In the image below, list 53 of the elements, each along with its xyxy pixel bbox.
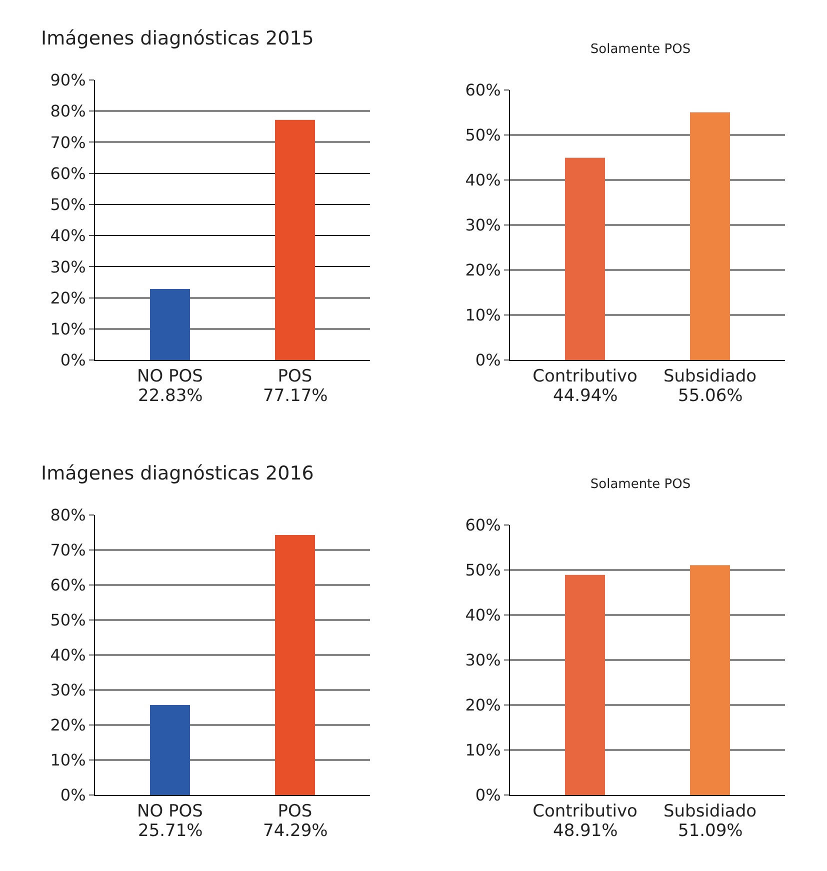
y-tick-label: 0% [475, 350, 501, 370]
y-tick-label: 30% [50, 680, 86, 700]
y-tick-label: 30% [50, 257, 86, 276]
x-tick-label: Subsidiado [663, 801, 757, 822]
chart-title: Solamente POS [590, 477, 691, 492]
y-tick-label: 10% [50, 319, 86, 338]
x-tick-label: POS [278, 366, 312, 386]
y-tick-label: 30% [465, 650, 501, 670]
y-tick-label: 0% [475, 786, 501, 805]
y-tick-label: 20% [50, 288, 86, 308]
y-tick-label: 60% [50, 164, 86, 183]
y-tick-label: 70% [50, 132, 86, 152]
x-tick-label: Contributivo [532, 801, 638, 822]
y-tick-label: 50% [50, 610, 86, 630]
y-tick-label: 50% [50, 195, 86, 214]
y-tick-label: 30% [465, 216, 501, 235]
y-tick-label: 40% [465, 606, 501, 625]
y-tick-label: 20% [465, 260, 501, 280]
y-tick-label: 60% [465, 516, 501, 535]
y-tick-label: 20% [465, 696, 501, 715]
y-tick-label: 40% [465, 170, 501, 190]
chart-title: Imágenes diagnósticas 2016 [41, 462, 314, 485]
data-label: 74.29% [263, 821, 328, 841]
data-label: 44.94% [553, 386, 618, 406]
y-tick-label: 60% [465, 80, 501, 100]
x-tick-label: NO POS [137, 366, 203, 386]
y-tick-label: 50% [465, 560, 501, 580]
y-tick-label: 80% [50, 102, 86, 121]
y-tick-label: 10% [465, 306, 501, 325]
data-label: 22.83% [138, 386, 203, 406]
x-tick-label: NO POS [137, 801, 203, 822]
data-label: 77.17% [263, 386, 328, 406]
y-tick-label: 20% [50, 716, 86, 735]
y-tick-label: 80% [50, 506, 86, 525]
y-tick-label: 10% [50, 750, 86, 770]
y-tick-label: 70% [50, 540, 86, 560]
y-tick-label: 10% [465, 740, 501, 760]
data-label: 55.06% [678, 386, 743, 406]
y-tick-label: 90% [50, 70, 86, 90]
y-tick-label: 40% [50, 646, 86, 665]
y-tick-label: 40% [50, 226, 86, 246]
y-tick-label: 60% [50, 576, 86, 595]
chart-title: Imágenes diagnósticas 2015 [41, 28, 314, 50]
x-tick-label: POS [278, 801, 312, 822]
y-tick-label: 50% [465, 126, 501, 145]
data-label: 48.91% [553, 821, 618, 841]
y-tick-label: 0% [60, 786, 86, 805]
data-label: 25.71% [138, 821, 203, 841]
data-label: 51.09% [678, 821, 743, 841]
y-tick-label: 0% [60, 350, 86, 370]
x-tick-label: Subsidiado [663, 366, 757, 386]
x-tick-label: Contributivo [532, 366, 638, 386]
chart-title: Solamente POS [590, 42, 691, 58]
